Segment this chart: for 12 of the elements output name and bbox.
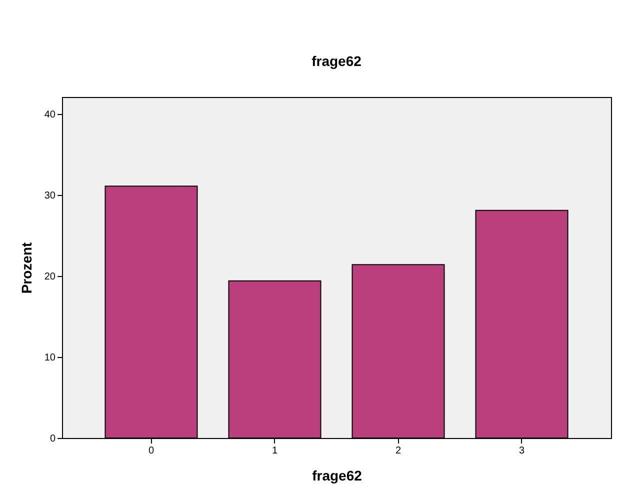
y-tick-label: 30 xyxy=(44,190,56,202)
x-axis-title: frage62 xyxy=(312,468,362,484)
y-tick-label: 20 xyxy=(44,272,56,283)
y-axis-title: Prozent xyxy=(18,242,34,294)
x-tick-label: 0 xyxy=(148,446,154,456)
y-tick-label: 0 xyxy=(50,434,56,444)
y-tick-label: 40 xyxy=(44,110,56,121)
y-tick-label: 10 xyxy=(44,352,56,364)
x-tick-label: 3 xyxy=(518,446,525,456)
x-tick-label: 2 xyxy=(395,446,402,456)
chart-title: frage62 xyxy=(312,53,362,69)
x-tick-label: 1 xyxy=(272,446,278,456)
